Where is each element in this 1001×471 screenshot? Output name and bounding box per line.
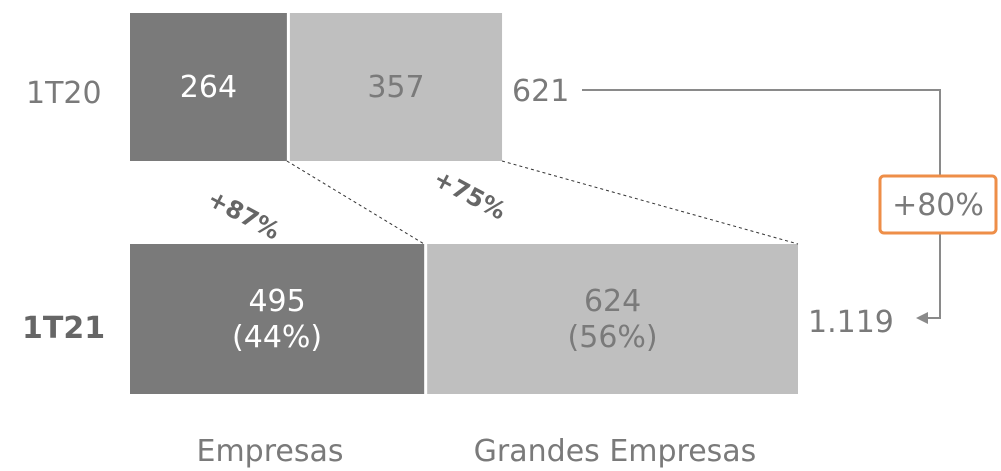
- growth-connector-grandes-empresas: [501, 160, 799, 245]
- legend-empresas: Empresas: [197, 434, 344, 469]
- growth-label-grandes-empresas: +75%: [429, 164, 511, 225]
- legend-grandes-empresas: Grandes Empresas: [474, 434, 757, 469]
- share-label-grandes-empresas-1t21: (56%): [568, 320, 658, 355]
- bar-empresas-1t20: [130, 13, 287, 161]
- total-growth-label: +80%: [892, 188, 984, 223]
- value-label-empresas-1t20: 264: [180, 70, 237, 105]
- bar-grandes-empresas-1t20: [289, 13, 503, 161]
- share-label-empresas-1t21: (44%): [232, 320, 322, 355]
- total-label-1t20: 621: [512, 74, 569, 109]
- value-label-grandes-empresas-1t20: 357: [367, 70, 424, 105]
- arrow-left-icon: [916, 312, 928, 324]
- bar-grandes-empresas-1t21: [427, 244, 798, 394]
- growth-label-empresas: +87%: [203, 184, 285, 245]
- total-growth-box: [878, 174, 998, 235]
- growth-connector-empresas: [286, 160, 425, 245]
- value-label-empresas-1t21: 495: [248, 284, 305, 319]
- value-label-grandes-empresas-1t21: 624: [584, 284, 641, 319]
- total-label-1t21: 1.119: [808, 305, 894, 340]
- row-label-1t20: 1T20: [26, 76, 102, 111]
- bar-empresas-1t21: [130, 244, 425, 394]
- row-label-1t21: 1T21: [22, 311, 105, 346]
